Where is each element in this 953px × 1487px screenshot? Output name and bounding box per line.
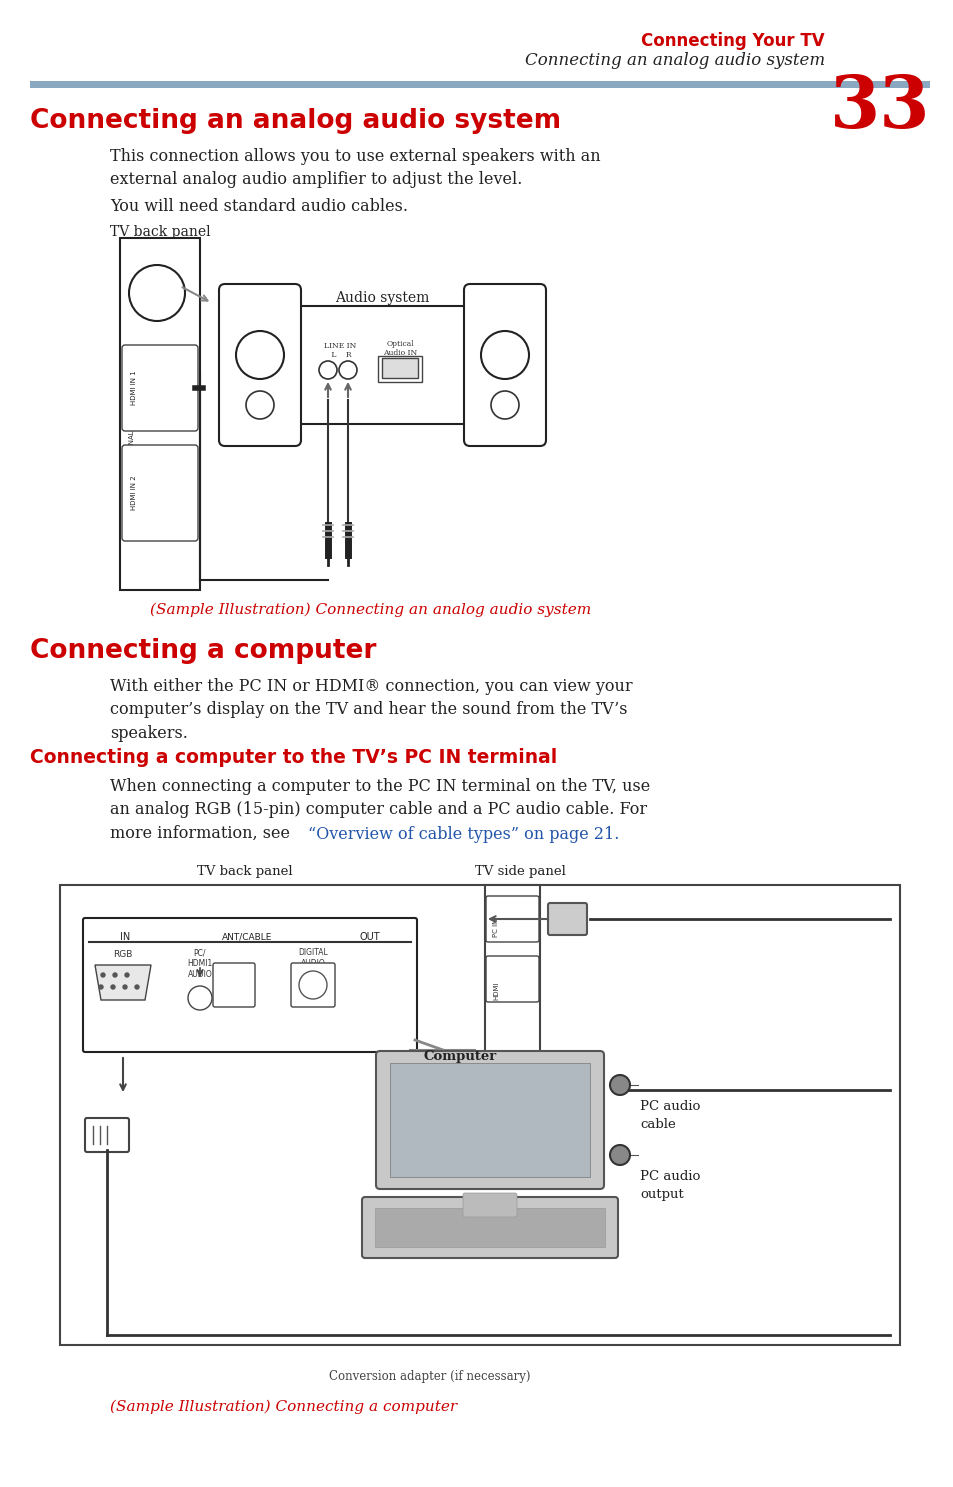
Circle shape (111, 984, 115, 989)
Circle shape (112, 972, 117, 977)
Bar (120, 238, 200, 590)
Text: Audio system: Audio system (335, 291, 429, 305)
Text: OUT: OUT (359, 932, 380, 941)
Text: Connecting an analog audio system: Connecting an analog audio system (524, 52, 824, 68)
FancyBboxPatch shape (122, 345, 198, 431)
Circle shape (125, 972, 129, 977)
Text: PC IN: PC IN (493, 919, 498, 937)
Text: With either the PC IN or HDMI® connection, you can view your
computer’s display : With either the PC IN or HDMI® connectio… (110, 678, 632, 742)
Text: (Sample Illustration) Connecting an analog audio system: (Sample Illustration) Connecting an anal… (150, 604, 591, 617)
Text: PC/
HDMI1
AUDIO: PC/ HDMI1 AUDIO (187, 949, 213, 980)
Text: DIGITAL
AUDIO
OUT: DIGITAL AUDIO OUT (297, 949, 328, 980)
Circle shape (609, 1075, 629, 1094)
FancyBboxPatch shape (295, 306, 469, 424)
Circle shape (101, 972, 105, 977)
FancyBboxPatch shape (83, 917, 416, 1051)
Text: Computer: Computer (423, 1050, 497, 1063)
FancyBboxPatch shape (213, 964, 254, 1007)
Text: TV back panel: TV back panel (197, 865, 293, 877)
FancyBboxPatch shape (219, 284, 301, 446)
Text: RGB: RGB (113, 950, 132, 959)
FancyBboxPatch shape (375, 1051, 603, 1190)
Circle shape (99, 984, 103, 989)
Text: This connection allows you to use external speakers with an
external analog audi: This connection allows you to use extern… (110, 149, 600, 189)
Text: ANALOG AUDIO OUT: ANALOG AUDIO OUT (129, 379, 135, 449)
Polygon shape (95, 965, 151, 999)
Bar (377, 355, 421, 382)
FancyBboxPatch shape (485, 897, 538, 941)
Bar (60, 885, 899, 1346)
FancyBboxPatch shape (485, 956, 538, 1002)
FancyBboxPatch shape (462, 1193, 517, 1216)
Text: “Overview of cable types” on page 21.: “Overview of cable types” on page 21. (308, 825, 618, 843)
FancyBboxPatch shape (463, 284, 545, 446)
Bar (375, 1207, 604, 1248)
FancyBboxPatch shape (122, 445, 198, 541)
Text: TV side panel: TV side panel (474, 865, 565, 877)
Text: Optical
Audio IN: Optical Audio IN (382, 341, 416, 357)
Text: HDMI IN 1: HDMI IN 1 (131, 370, 137, 406)
Bar (484, 885, 539, 1071)
Text: TV back panel: TV back panel (110, 225, 211, 239)
Text: Connecting an analog audio system: Connecting an analog audio system (30, 109, 560, 134)
Text: Connecting Your TV: Connecting Your TV (640, 33, 824, 51)
Text: PC audio
output: PC audio output (639, 1170, 700, 1201)
Text: You will need standard audio cables.: You will need standard audio cables. (110, 198, 408, 216)
Bar (30, 80, 929, 88)
Text: Connecting a computer to the TV’s PC IN terminal: Connecting a computer to the TV’s PC IN … (30, 748, 557, 767)
Text: 33: 33 (828, 71, 929, 143)
Text: PC audio
cable: PC audio cable (639, 1100, 700, 1132)
Circle shape (609, 1145, 629, 1164)
Text: (Sample Illustration) Connecting a computer: (Sample Illustration) Connecting a compu… (110, 1399, 456, 1414)
Circle shape (135, 984, 139, 989)
Bar (390, 1063, 589, 1178)
Text: HDMI IN 2: HDMI IN 2 (131, 476, 137, 510)
FancyBboxPatch shape (291, 964, 335, 1007)
Text: Connecting a computer: Connecting a computer (30, 638, 376, 665)
Text: Conversion adapter (if necessary): Conversion adapter (if necessary) (329, 1370, 530, 1383)
FancyBboxPatch shape (547, 903, 586, 935)
Text: When connecting a computer to the PC IN terminal on the TV, use
an analog RGB (1: When connecting a computer to the PC IN … (110, 778, 650, 842)
Circle shape (123, 984, 127, 989)
FancyBboxPatch shape (85, 1118, 129, 1152)
Text: IN: IN (120, 932, 130, 941)
Text: ANT/CABLE: ANT/CABLE (222, 932, 272, 941)
Text: HDMI: HDMI (493, 981, 498, 999)
Bar (381, 358, 417, 378)
Text: LINE IN
 L    R: LINE IN L R (323, 342, 355, 360)
FancyBboxPatch shape (361, 1197, 618, 1258)
